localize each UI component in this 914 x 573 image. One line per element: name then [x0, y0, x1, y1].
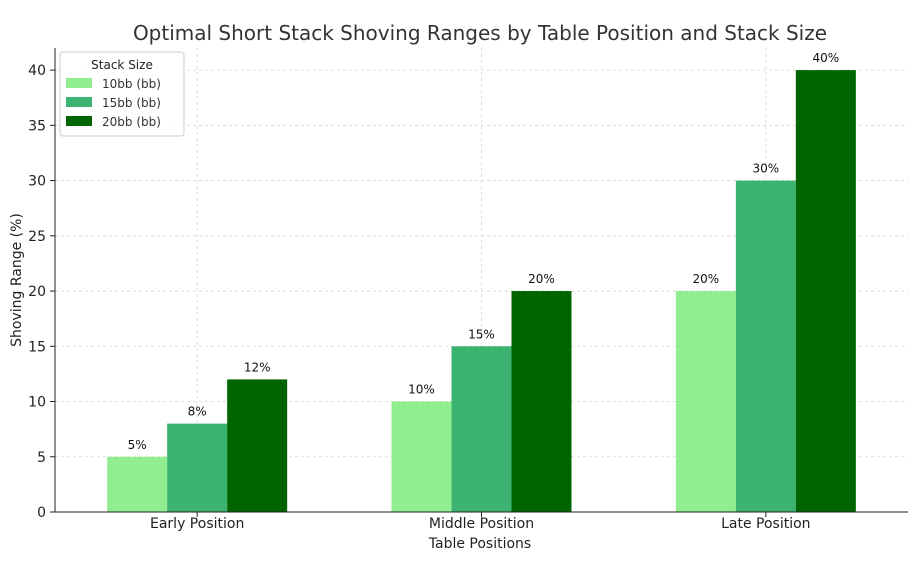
x-axis-label: Table Positions: [428, 536, 531, 552]
y-tick-label: 35: [28, 118, 46, 134]
bar: [451, 346, 512, 512]
bars: [107, 70, 856, 513]
legend-entry: 20bb (bb): [102, 115, 161, 129]
y-tick-label: 5: [37, 450, 46, 466]
x-ticks: Early Position Middle Position Late Positi…: [150, 512, 811, 532]
bar-value-label: 15%: [468, 327, 495, 341]
bar: [675, 291, 736, 512]
bar: [511, 291, 572, 512]
legend-box: [59, 51, 185, 137]
bar: [227, 379, 288, 512]
bar-value-label: 10%: [408, 383, 435, 397]
y-tick-label: 25: [28, 229, 46, 245]
bar: [167, 423, 228, 512]
chart-title: Optimal Short Stack Shoving Ranges by Ta…: [133, 21, 827, 45]
legend-swatch: [66, 78, 92, 88]
bar: [107, 456, 168, 512]
bar: [391, 401, 452, 512]
legend-swatch: [66, 116, 92, 126]
bar: [735, 180, 796, 513]
y-tick-label: 30: [28, 174, 46, 190]
y-tick-label: 15: [28, 339, 46, 355]
bar-value-label: 40%: [812, 51, 839, 65]
legend-title: Stack Size: [91, 58, 153, 72]
y-tick-label: 20: [28, 284, 46, 300]
legend: Stack Size 10bb (bb) 15bb (bb) 20bb (bb): [59, 51, 185, 137]
bar: [795, 70, 856, 512]
legend-entry: 10bb (bb): [102, 77, 161, 91]
legend-entry: 15bb (bb): [102, 96, 161, 110]
y-tick-label: 10: [28, 395, 46, 411]
bar-value-label: 20%: [528, 272, 555, 286]
y-axis-label: Shoving Range (%): [9, 213, 25, 347]
bar-value-label: 20%: [692, 272, 719, 286]
x-tick-label: Middle Position: [429, 516, 534, 532]
y-tick-label: 0: [37, 505, 46, 521]
bar-value-label: 8%: [188, 405, 207, 419]
bar-value-label: 30%: [752, 162, 779, 176]
y-ticks: 0 5 10 15 20 25 30 35 40: [28, 63, 55, 521]
bar-value-label: 12%: [244, 360, 271, 374]
x-tick-label: Late Position: [721, 516, 810, 532]
bar-labels: 5% 10% 20% 8% 15% 30% 12% 20% 40%: [128, 51, 840, 452]
legend-swatch: [66, 97, 92, 107]
bar-value-label: 5%: [128, 438, 147, 452]
x-tick-label: Early Position: [150, 516, 244, 532]
y-tick-label: 40: [28, 63, 46, 79]
